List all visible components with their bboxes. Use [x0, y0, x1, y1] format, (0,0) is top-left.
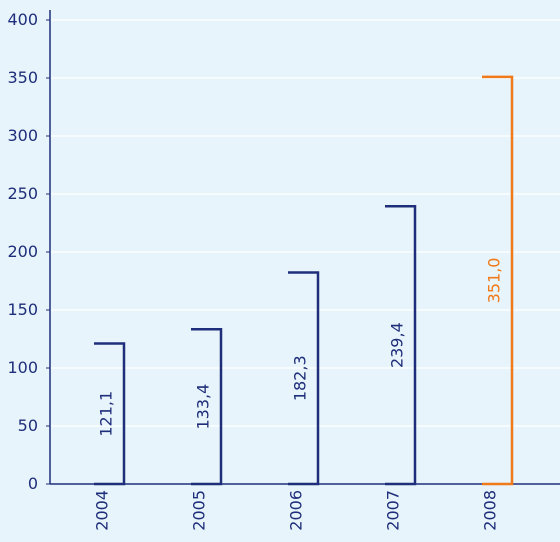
data-label-2005: 133,4: [194, 384, 213, 430]
bar-2008: 351,0: [482, 75, 514, 486]
x-tick-label-2008: 2008: [481, 490, 500, 531]
y-tick-label: 150: [7, 300, 38, 319]
y-tick-label: 50: [18, 416, 38, 435]
bar-mark-2006: [288, 271, 320, 486]
y-tick-labels: 0 50 100 150 200 250 300 350 400: [7, 10, 38, 493]
bar-2004: 121,1: [94, 342, 126, 486]
x-tick-label-2007: 2007: [384, 490, 403, 531]
data-label-2008: 351,0: [485, 258, 504, 304]
y-tick-label: 300: [7, 126, 38, 145]
x-tick-label-2004: 2004: [93, 490, 112, 531]
data-label-2006: 182,3: [291, 355, 310, 401]
x-tick-label-2005: 2005: [190, 490, 209, 531]
data-label-2004: 121,1: [97, 391, 116, 437]
y-tick-label: 200: [7, 242, 38, 261]
y-tick-label: 0: [28, 474, 38, 493]
y-tick-label: 350: [7, 68, 38, 87]
bar-mark-2005: [191, 328, 223, 486]
y-tick-label: 400: [7, 10, 38, 29]
bar-mark-2007: [385, 205, 417, 486]
bars: 121,1 133,4 182,3 239,4 351,0: [94, 75, 514, 486]
gridlines: [50, 19, 560, 427]
bar-2005: 133,4: [191, 328, 223, 486]
y-tick-label: 250: [7, 184, 38, 203]
x-tick-label-2006: 2006: [287, 490, 306, 531]
data-label-2007: 239,4: [388, 322, 407, 368]
y-tick-label: 100: [7, 358, 38, 377]
bar-mark-2004: [94, 342, 126, 486]
x-tick-labels: 2004 2005 2006 2007 2008: [93, 490, 500, 531]
bar-2007: 239,4: [385, 205, 417, 486]
bar-2006: 182,3: [288, 271, 320, 486]
bar-mark-2008: [482, 75, 514, 486]
